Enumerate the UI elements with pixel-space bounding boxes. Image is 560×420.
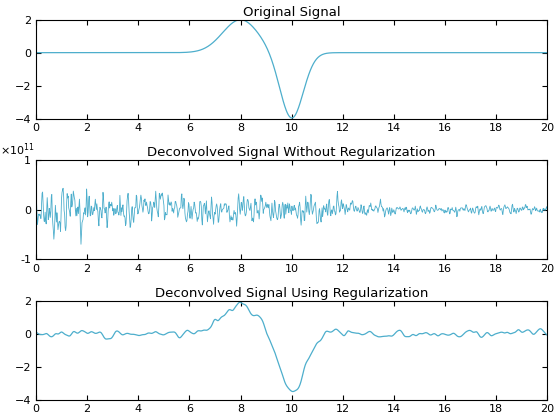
Title: Original Signal: Original Signal	[243, 5, 340, 18]
Title: Deconvolved Signal Using Regularization: Deconvolved Signal Using Regularization	[155, 286, 428, 299]
Title: Deconvolved Signal Without Regularization: Deconvolved Signal Without Regularizatio…	[147, 146, 436, 159]
Text: $\times10^{11}$: $\times10^{11}$	[0, 142, 35, 158]
